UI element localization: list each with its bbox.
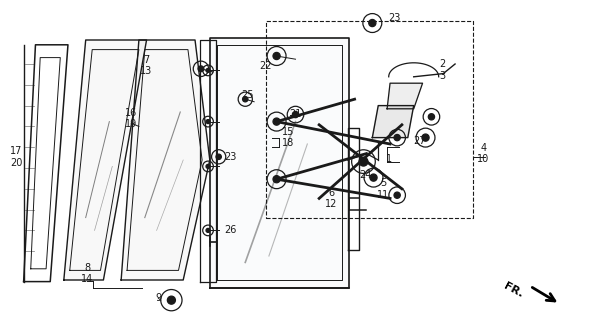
Circle shape [275,55,278,57]
Text: 15
18: 15 18 [282,127,294,148]
Polygon shape [387,83,423,109]
Text: 17
20: 17 20 [11,146,22,168]
Circle shape [198,66,204,72]
Circle shape [206,228,210,232]
Circle shape [424,136,427,139]
Circle shape [394,192,400,198]
Text: 23: 23 [389,12,401,23]
Text: 16
19: 16 19 [125,108,137,129]
Circle shape [273,176,280,183]
Circle shape [244,98,246,100]
Circle shape [217,156,220,158]
Circle shape [394,134,400,141]
Circle shape [422,134,429,141]
Text: 22: 22 [259,60,272,71]
Circle shape [167,296,176,304]
Text: 27: 27 [413,136,426,146]
Polygon shape [64,40,147,280]
Text: 7
13: 7 13 [141,55,152,76]
Text: 24: 24 [359,170,371,180]
Circle shape [362,160,365,164]
Circle shape [430,116,433,118]
Circle shape [207,121,209,123]
Circle shape [207,229,209,231]
Text: 1: 1 [386,154,392,164]
Circle shape [369,20,376,27]
Circle shape [273,52,280,60]
Circle shape [428,114,434,120]
Circle shape [396,194,398,196]
Text: 9: 9 [155,292,161,303]
Text: 26: 26 [225,225,236,236]
Circle shape [170,299,173,302]
Circle shape [293,111,298,118]
Circle shape [396,136,398,139]
Circle shape [359,157,368,166]
Circle shape [206,120,210,124]
Circle shape [207,165,209,167]
Circle shape [206,164,210,168]
Text: 23: 23 [225,152,236,162]
Text: 8
14: 8 14 [82,263,93,284]
Circle shape [294,113,297,116]
Circle shape [242,97,248,102]
Circle shape [216,154,222,159]
Text: 25: 25 [241,90,254,100]
Text: 21: 21 [290,108,301,119]
Text: 4
10: 4 10 [478,143,489,164]
Text: 6
12: 6 12 [325,188,337,209]
Polygon shape [121,40,210,280]
Circle shape [372,176,375,179]
Text: 2
3: 2 3 [439,59,445,81]
Circle shape [275,178,278,180]
Polygon shape [372,106,414,138]
Circle shape [207,69,209,71]
Circle shape [275,120,278,123]
Circle shape [370,174,377,181]
Circle shape [273,118,280,125]
Polygon shape [210,38,349,288]
Circle shape [371,22,374,24]
Circle shape [200,68,202,70]
Text: 5
11: 5 11 [377,178,389,200]
Circle shape [206,68,210,72]
Text: FR.: FR. [502,281,525,299]
